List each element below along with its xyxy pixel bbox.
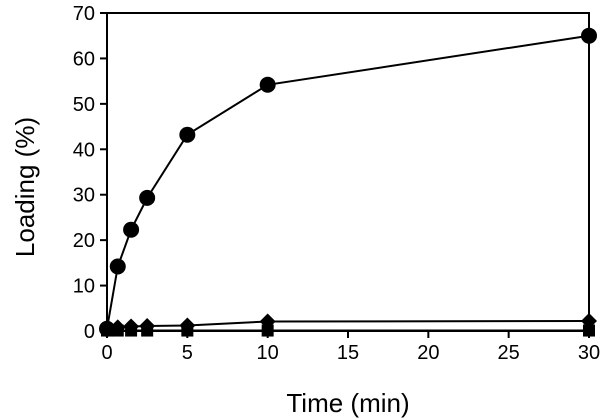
x-tick-label-5: 25 <box>498 342 520 364</box>
plot-layer: 0 10 20 30 40 50 60 70 0 5 10 15 20 25 30 <box>73 3 600 364</box>
series-2-point-0 <box>101 324 113 337</box>
series-2-point-6 <box>583 324 595 337</box>
series-1-line <box>106 320 590 331</box>
series-2-point-4 <box>181 324 194 337</box>
y-tick-label-2: 20 <box>73 230 95 252</box>
y-tick-label-6: 60 <box>73 48 95 70</box>
series-0-point-4 <box>179 126 196 143</box>
y-tick-label-5: 50 <box>73 94 95 116</box>
series-2-point-1 <box>111 324 124 337</box>
y-axis-title: Loading (%) <box>10 117 40 257</box>
y-tick-label-3: 30 <box>73 185 95 207</box>
x-tick-label-1: 5 <box>182 342 193 364</box>
series-0-point-3 <box>139 189 156 206</box>
y-tick-label-7: 70 <box>73 3 95 25</box>
x-tick-label-0: 0 <box>101 342 112 364</box>
series-0-point-6 <box>581 27 597 44</box>
series-0-point-1 <box>109 258 126 275</box>
series-2-point-3 <box>141 324 154 337</box>
series-0-line <box>106 34 590 329</box>
x-axis-title: Time (min) <box>286 388 409 418</box>
x-tick-label-2: 10 <box>257 342 279 364</box>
x-tick-label-4: 20 <box>417 342 439 364</box>
x-tick-label-3: 15 <box>337 342 359 364</box>
y-tick-label-1: 10 <box>73 276 95 298</box>
plot-frame <box>106 12 590 332</box>
series-0-point-2 <box>123 221 140 238</box>
x-tick-label-6: 30 <box>578 342 600 364</box>
series-0-point-5 <box>259 76 276 93</box>
y-tick-label-4: 40 <box>73 139 95 161</box>
series-2-point-2 <box>125 324 138 337</box>
series-2-point-5 <box>261 324 274 337</box>
y-tick-label-0: 0 <box>84 321 95 343</box>
